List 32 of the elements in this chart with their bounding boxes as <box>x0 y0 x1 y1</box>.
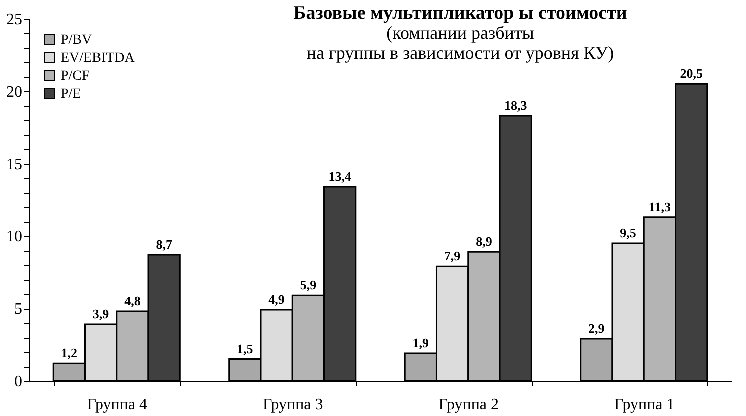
data-label: 3,9 <box>92 306 110 322</box>
data-label: 1,9 <box>412 335 430 350</box>
data-label: 8,9 <box>476 234 493 250</box>
data-label: 2,9 <box>588 321 606 336</box>
data-label: 18,3 <box>504 98 528 114</box>
data-label: 4,8 <box>124 293 142 308</box>
x-tick-label: Группа 2 <box>438 396 500 414</box>
data-label: 9,5 <box>620 225 637 240</box>
x-tick-label: Группа 1 <box>614 396 675 414</box>
data-label: 1,5 <box>237 341 254 356</box>
text: (компании разбиты на группы в зависимости от уровня КУ) <box>306 23 614 63</box>
y-tick-label: 20 <box>6 84 22 101</box>
legend-label: P/BV <box>61 33 92 48</box>
data-label: 20,5 <box>680 66 704 82</box>
data-label: 4,9 <box>268 292 286 308</box>
data-label: 1,2 <box>61 346 78 361</box>
data-label: 13,4 <box>328 168 352 184</box>
x-tick-label: Группа 4 <box>87 396 148 414</box>
legend-label: P/CF <box>61 69 90 84</box>
y-tick-label: 25 <box>6 12 22 28</box>
data-label: 5,9 <box>300 278 318 293</box>
data-label: 7,9 <box>444 248 462 264</box>
y-tick-label: 10 <box>6 228 22 246</box>
y-tick-label: 0 <box>14 374 22 390</box>
y-tick-label: 5 <box>14 301 22 318</box>
chart-title: Базовые мультипликатор ы стоимости <box>294 3 628 24</box>
legend-label: EV/EBITDA <box>61 51 136 66</box>
data-label: 11,3 <box>648 199 672 214</box>
x-tick-label: Группа 3 <box>262 396 324 414</box>
y-tick-label: 15 <box>6 156 22 174</box>
data-label: 8,7 <box>156 237 173 252</box>
legend-label: P/E <box>61 87 82 102</box>
